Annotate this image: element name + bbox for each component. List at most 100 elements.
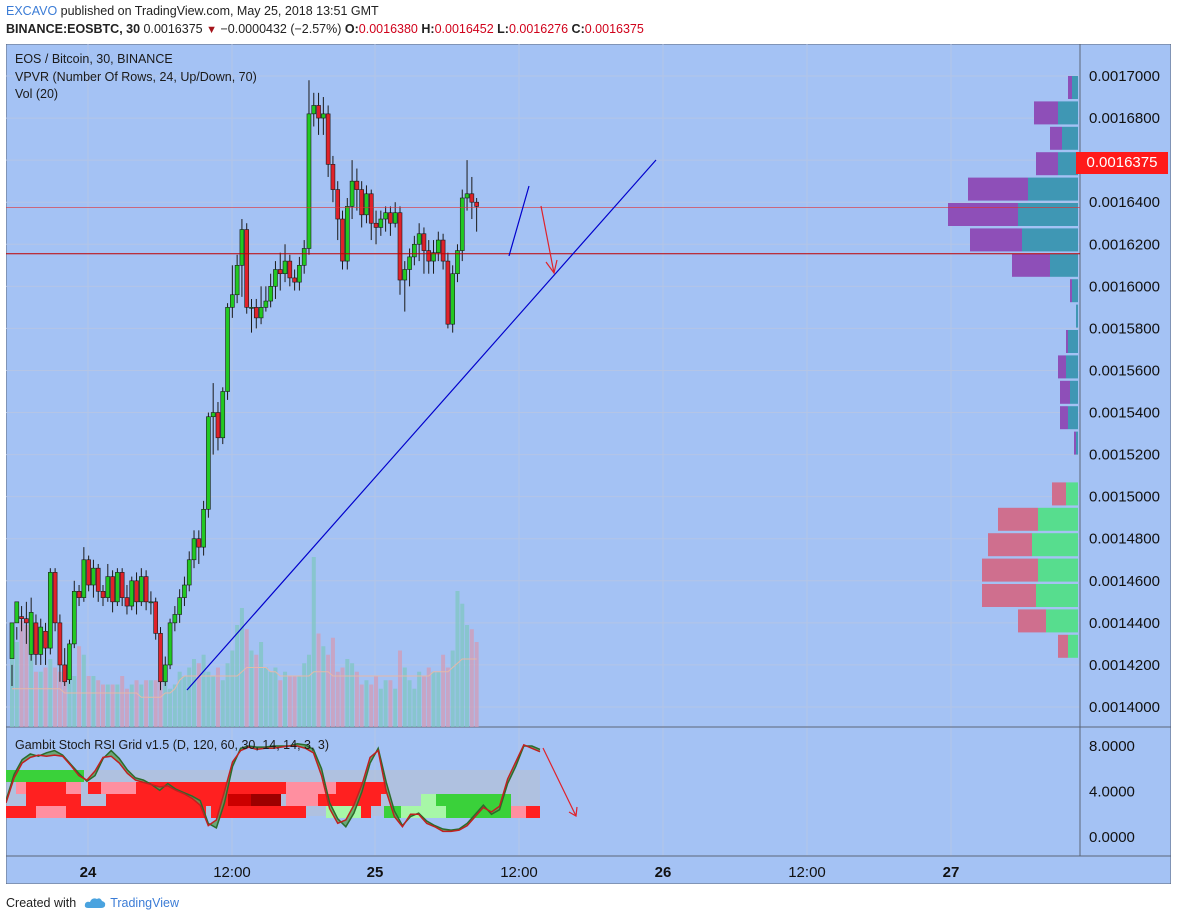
last-price: 0.0016375	[143, 22, 203, 36]
volume-bar	[297, 676, 302, 727]
volume-bar	[172, 684, 177, 727]
price-tick-label: 0.0017000	[1089, 68, 1160, 85]
candle-body	[76, 591, 82, 598]
candle-body	[57, 622, 63, 666]
trend-line	[186, 159, 657, 691]
volume-profile-up-bar	[1068, 330, 1078, 353]
osc-grid-cell	[116, 806, 181, 818]
volume-bar	[239, 608, 244, 727]
change-down-icon: ▼	[206, 24, 217, 36]
volume-profile-down-bar	[1060, 406, 1068, 430]
author-link[interactable]: EXCAVO	[6, 4, 58, 18]
volume-bar	[244, 629, 249, 727]
volume-bar	[311, 557, 316, 727]
high-label: H:	[421, 22, 435, 36]
volume-bar	[335, 671, 340, 727]
candle-body	[325, 113, 331, 165]
candle-body	[52, 572, 58, 624]
candle-body	[215, 412, 221, 439]
volume-bar	[283, 671, 288, 727]
candle-body	[62, 664, 67, 683]
price-tick-label: 0.0014400	[1089, 615, 1160, 632]
down-arrow-head	[545, 259, 558, 275]
open-label: O:	[344, 22, 359, 36]
candle-body	[43, 630, 48, 649]
volume-bar	[364, 680, 369, 727]
price-tick-label: 0.0015400	[1089, 405, 1160, 422]
price-tick-label: 0.0016000	[1089, 278, 1160, 295]
time-tick-label: 26	[655, 864, 672, 881]
osc-grid-cell	[251, 794, 281, 806]
volume-bar	[469, 629, 474, 727]
volume-profile-up-bar	[1032, 533, 1078, 557]
volume-bar	[77, 646, 82, 727]
osc-grid-cell	[436, 794, 511, 806]
volume-bar	[115, 684, 120, 727]
volume-bar	[48, 659, 53, 727]
volume-profile-up-bar	[1046, 609, 1078, 633]
volume-bar	[38, 671, 43, 727]
candle-body	[253, 307, 259, 319]
price-tick-label: 0.0016400	[1089, 194, 1160, 211]
osc-grid-cell	[421, 794, 436, 806]
candle-body	[81, 559, 87, 598]
volume-bar	[96, 680, 101, 727]
candle-body	[244, 229, 250, 308]
candle-body	[464, 193, 470, 199]
tradingview-logo[interactable]: TradingView	[84, 896, 179, 910]
chart-canvas[interactable]: 0.00170000.00168000.00166000.00164000.00…	[6, 44, 1171, 884]
volume-bar	[249, 650, 254, 727]
price-tick-label: 0.0014000	[1089, 699, 1160, 716]
candle-body	[115, 572, 120, 603]
volume-bar	[359, 684, 364, 727]
price-tick-label: 0.0016800	[1089, 110, 1160, 127]
candle-body	[455, 250, 460, 275]
volume-profile-up-bar	[1058, 101, 1078, 125]
volume-profile-up-bar	[1072, 76, 1078, 99]
volume-bar	[302, 663, 307, 727]
volume-bar	[426, 667, 431, 727]
candle-body	[450, 273, 455, 325]
created-with-text: Created with	[6, 896, 77, 910]
volume-bar	[67, 663, 72, 727]
volume-bar	[287, 676, 292, 727]
candle-body	[263, 300, 269, 308]
candle-body	[397, 212, 403, 281]
volume-legend: Vol (20)	[15, 87, 59, 101]
osc-grid-cell	[286, 794, 318, 806]
volume-bar	[120, 676, 125, 727]
osc-grid-cell	[66, 782, 81, 794]
price-tick-label: 0.0014600	[1089, 573, 1160, 590]
volume-bar	[86, 676, 91, 727]
osc-grid-cell	[136, 782, 286, 794]
volume-bar	[182, 676, 187, 727]
candle-body	[316, 105, 321, 119]
volume-bar	[53, 667, 58, 727]
time-tick-label: 12:00	[500, 864, 538, 881]
volume-bar	[436, 671, 441, 727]
volume-profile-down-bar	[1074, 431, 1076, 455]
volume-bar	[292, 676, 297, 727]
time-tick-label: 24	[80, 864, 97, 881]
volume-bar	[144, 680, 149, 727]
candle-body	[258, 307, 264, 319]
osc-grid-cell	[101, 782, 136, 794]
osc-tick-label: 4.0000	[1089, 784, 1135, 801]
oscillator-legend: Gambit Stoch RSI Grid v1.5 (D, 120, 60, …	[15, 738, 330, 752]
time-tick-label: 27	[943, 864, 960, 881]
osc-grid-cell	[526, 806, 540, 818]
volume-bar	[412, 688, 417, 727]
candle-body	[201, 508, 206, 548]
time-tick-label: 12:00	[213, 864, 251, 881]
chart-frame[interactable]: 0.00170000.00168000.00166000.00164000.00…	[6, 44, 1171, 884]
candle-body	[234, 265, 240, 296]
volume-bar	[225, 663, 230, 727]
volume-profile-up-bar	[1066, 355, 1078, 379]
publish-text: published on TradingView.com, May 25, 20…	[60, 4, 379, 18]
volume-profile-up-bar	[1068, 406, 1078, 430]
osc-grid-cell	[66, 806, 116, 818]
candle-body	[469, 193, 475, 203]
candle-body	[373, 222, 379, 228]
osc-grid-cell	[16, 782, 26, 794]
volume-bar	[110, 684, 115, 727]
